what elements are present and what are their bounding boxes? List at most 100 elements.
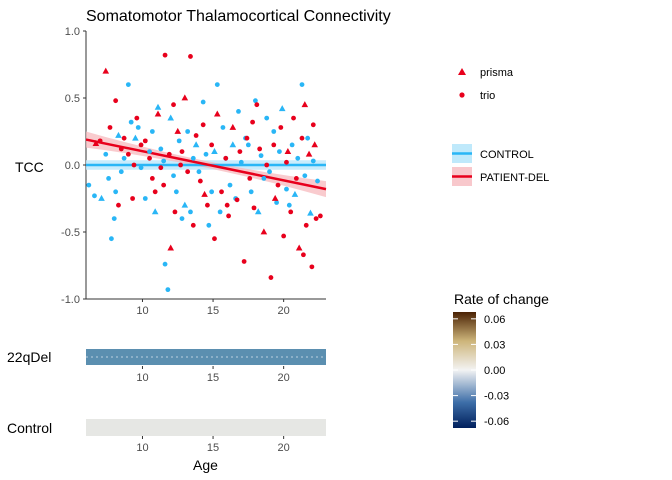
x-tick-label: 20	[278, 372, 290, 384]
patient-point-trio	[234, 197, 240, 203]
control-point-trio	[176, 138, 182, 144]
patient-fit-line	[85, 138, 327, 191]
strip2-x-ticks: 10 15 20	[136, 436, 290, 454]
patient-point-trio	[254, 102, 260, 108]
fit-layer	[85, 131, 327, 198]
legend-control-label: CONTROL	[480, 149, 534, 161]
control-point-trio	[238, 159, 244, 165]
patient-point-prisma	[181, 94, 189, 101]
control-point-trio	[289, 142, 295, 148]
patient-point-trio	[179, 149, 185, 155]
patient-point-trio	[162, 52, 168, 58]
patient-point-trio	[134, 115, 140, 121]
patient-point-prisma	[102, 67, 110, 74]
control-point-trio	[220, 125, 226, 130]
control-point-trio	[125, 82, 131, 87]
patient-point-trio	[130, 196, 135, 201]
legend-prisma-triangle	[458, 68, 466, 75]
y-tick-label: 0.5	[65, 93, 80, 105]
patient-point-prisma	[92, 139, 100, 146]
patient-point-trio	[250, 119, 255, 125]
control-point-trio	[248, 189, 254, 195]
patient-point-trio	[158, 165, 164, 171]
chart-title: Somatomotor Thalamocortical Connectivity	[86, 8, 391, 25]
control-point-trio	[315, 178, 320, 184]
patient-point-prisma	[295, 244, 303, 251]
control-point-trio	[277, 149, 282, 155]
control-point-trio	[171, 173, 176, 179]
legend-trio-circle	[459, 92, 465, 98]
x-tick-label: 20	[278, 442, 290, 454]
colorbar: Rate of change 0.06 0.03 0.00 -0.03 -0.06	[453, 291, 549, 428]
control-point-trio	[138, 165, 144, 171]
control-point-trio	[274, 200, 279, 205]
control-point-prisma	[192, 141, 200, 148]
patient-point-trio	[121, 135, 127, 141]
patient-point-trio	[161, 182, 167, 188]
patient-point-trio	[281, 233, 287, 239]
patient-point-trio	[107, 125, 113, 130]
y-tick-label: -1.0	[61, 294, 80, 306]
colorbar-title: Rate of change	[454, 291, 549, 307]
patient-point-trio	[268, 275, 274, 280]
patient-point-prisma	[305, 150, 313, 157]
patient-point-prisma	[260, 228, 268, 235]
y-axis-label: TCC	[15, 159, 44, 175]
colorbar-tick-label: 0.00	[484, 365, 505, 377]
patient-point-trio	[278, 125, 284, 130]
colorbar-tick-label: 0.06	[484, 314, 505, 326]
y-tick-label: 0.0	[65, 160, 80, 172]
patient-point-trio	[299, 135, 305, 141]
legend-prisma-label: prisma	[480, 67, 514, 79]
x-tick-label: 10	[136, 442, 148, 454]
x-tick-label: 20	[278, 305, 290, 317]
control-point-prisma	[254, 208, 262, 215]
patient-point-prisma	[311, 141, 319, 148]
patient-point-trio	[223, 155, 229, 161]
patient-point-trio	[205, 202, 210, 208]
control-point-trio	[206, 222, 212, 228]
legend-patient-label: PATIENT-DEL	[480, 172, 549, 184]
patient-point-trio	[224, 202, 230, 208]
control-point-trio	[286, 202, 292, 208]
patient-point-trio	[172, 209, 178, 215]
patient-point-trio	[284, 159, 289, 165]
patient-point-trio	[251, 205, 257, 211]
control-point-prisma	[132, 134, 139, 141]
colorbar-ticks: 0.06 0.03 0.00 -0.03 -0.06	[453, 314, 509, 428]
shape-legend: prisma trio	[458, 67, 514, 102]
control-point-prisma	[307, 209, 314, 216]
y-tick-label: 1.0	[65, 26, 80, 38]
patient-point-trio	[237, 149, 243, 155]
patient-point-prisma	[301, 101, 309, 108]
colorbar-gradient	[453, 312, 476, 428]
strip1-x-ticks: 10 15 20	[136, 366, 290, 384]
x-tick-label: 10	[136, 305, 148, 317]
control-point-prisma	[181, 201, 189, 208]
control-point-trio	[173, 189, 179, 195]
line-legend: CONTROL PATIENT-DEL	[452, 144, 549, 186]
control-point-trio	[203, 151, 209, 157]
patient-point-trio	[166, 151, 172, 157]
patient-point-trio	[310, 122, 316, 128]
control-point-prisma	[98, 194, 105, 201]
patient-point-trio	[313, 216, 319, 222]
control-point-trio	[200, 99, 206, 105]
control-point-prisma	[229, 141, 237, 148]
control-point-trio	[245, 142, 251, 148]
control-point-trio	[149, 129, 155, 134]
control-point-trio	[103, 151, 109, 157]
control-point-trio	[214, 82, 220, 87]
patient-point-trio	[190, 222, 196, 228]
control-point-prisma	[278, 105, 286, 112]
control-point-trio	[295, 155, 301, 161]
patient-point-trio	[275, 182, 281, 188]
patient-point-trio	[149, 176, 155, 181]
control-point-prisma	[154, 103, 162, 110]
patient-point-prisma	[213, 110, 221, 117]
patient-point-trio	[271, 142, 277, 148]
control-point-prisma	[291, 190, 299, 197]
control-point-trio	[118, 169, 124, 175]
colorbar-tick-label: -0.03	[484, 391, 509, 403]
patient-point-trio	[193, 133, 199, 138]
